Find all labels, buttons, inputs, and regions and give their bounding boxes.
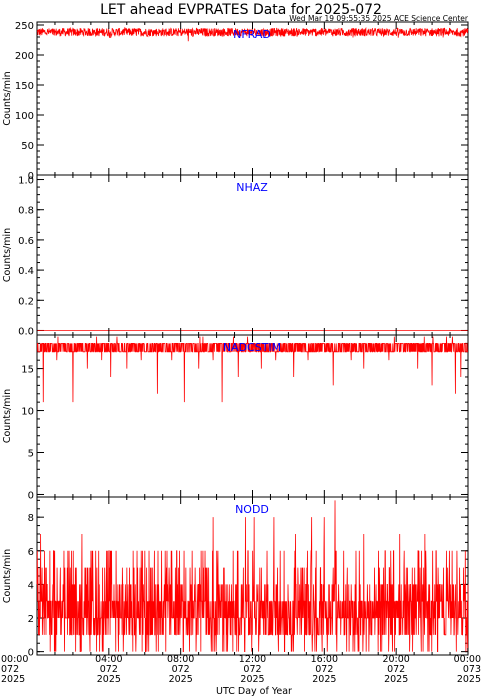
panel-nfrad: 0 50 100 150 200 250 Counts/min NFRAD [2,21,469,182]
panel-nodd: 0 2 4 6 8 Counts/min NODD [2,496,469,659]
y-tick-label: 0 [28,648,34,659]
y-tick-label: 0 [28,171,34,182]
y-tick-label: 250 [15,21,34,32]
x-axis: 00:00072202504:00072202508:00072202512:0… [1,654,481,685]
y-tick-label: 1.0 [18,176,34,187]
x-tick-label: 2025 [1,674,25,685]
x-tick-label: 20:00 [382,654,409,665]
x-tick-label: 2025 [457,674,481,685]
x-tick-label: 072 [1,664,19,675]
panel-title: NADCSTIM [223,341,281,354]
x-tick-label: 2025 [240,674,264,685]
x-tick-label: 072 [100,664,118,675]
y-tick-label: 0 [28,490,34,501]
y-tick-label: 0.6 [18,236,34,247]
y-axis-label: Counts/min [2,549,13,603]
panel-title: NODD [235,503,269,516]
y-tick-label: 0.4 [18,266,34,277]
x-tick-label: 072 [387,664,405,675]
y-tick-label: 4 [28,580,34,591]
panel-frame [36,174,469,336]
x-tick-label: 12:00 [239,654,266,665]
panel-title: NHAZ [236,181,268,194]
timestamp: Wed Mar 19 09:55:35 2025 ACE Science Cen… [289,14,469,23]
x-tick-label: 073 [463,664,481,675]
y-tick-label: 0.8 [18,206,34,217]
x-tick-label: 00:00 [1,654,28,665]
panel-frame [36,21,469,176]
figure-title: LET ahead EVPRATES Data for 2025-072 [100,2,382,18]
x-tick-label: 08:00 [167,654,194,665]
panel-nhaz: 0.0 0.2 0.4 0.6 0.8 1.0 Counts/min NHAZ [2,174,469,337]
x-tick-label: 2025 [169,674,193,685]
x-tick-label: 2025 [384,674,408,685]
series-line-nodd [36,500,469,653]
y-tick-label: 100 [15,111,34,122]
panels: 050100150200250Counts/minNFRAD0.00.20.40… [2,21,469,659]
x-tick-label: 072 [315,664,333,675]
panel-title: NFRAD [233,28,271,41]
x-axis-label: UTC Day of Year [216,686,292,697]
panel-nadcstim: 0 5 10 15 Counts/min NADCSTIM [2,334,469,501]
y-tick-label: 8 [28,513,34,524]
x-tick-label: 00:00 [454,654,481,665]
x-tick-label: 072 [172,664,190,675]
y-tick-label: 50 [21,141,34,152]
y-tick-label: 0.2 [18,296,34,307]
y-tick-label: 6 [28,547,34,558]
y-tick-label: 5 [28,449,34,460]
y-tick-label: 200 [15,51,34,62]
y-tick-label: 10 [21,407,34,418]
x-tick-label: 2025 [97,674,121,685]
y-tick-label: 0.0 [18,326,34,337]
y-axis-label: Counts/min [2,389,13,443]
x-tick-label: 2025 [312,674,336,685]
y-tick-label: 150 [15,81,34,92]
y-axis-label: Counts/min [2,71,13,125]
y-tick-label: 15 [21,365,34,376]
x-tick-label: 072 [243,664,261,675]
y-tick-label: 2 [28,614,34,625]
series-line-nfrad [36,26,469,42]
x-tick-label: 04:00 [95,654,122,665]
y-axis-label: Counts/min [2,228,13,282]
x-tick-label: 16:00 [311,654,338,665]
series-line-nadcstim [36,336,468,403]
